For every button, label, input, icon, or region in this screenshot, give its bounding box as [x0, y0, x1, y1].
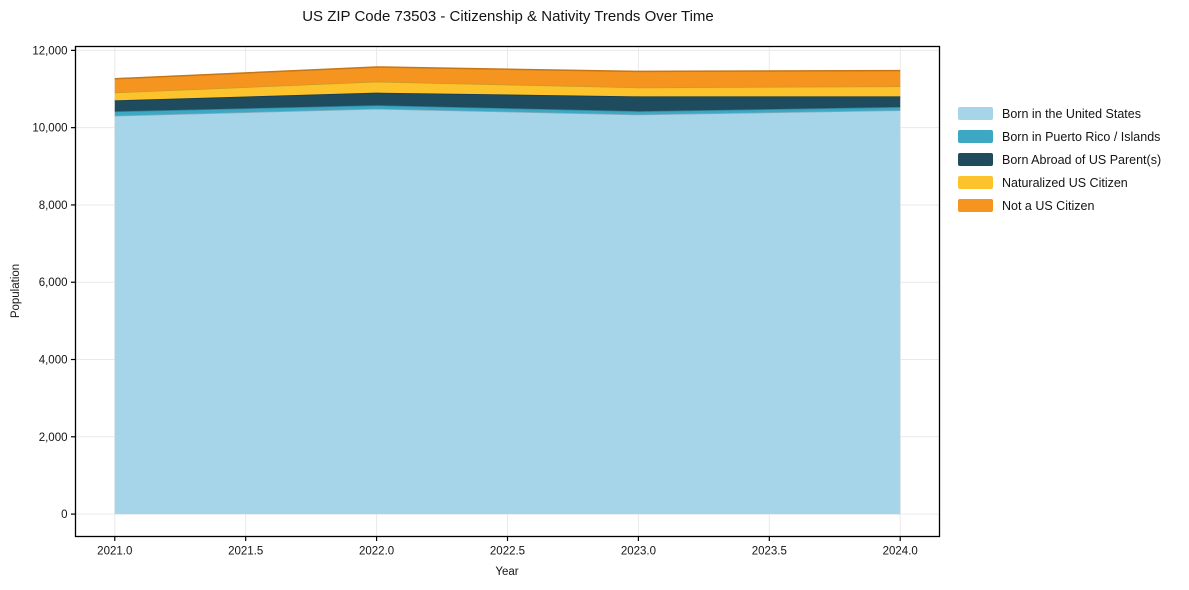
legend-item: Born in the United States — [958, 102, 1161, 125]
legend-label: Born Abroad of US Parent(s) — [1002, 152, 1162, 167]
y-tick-label: 12,000 — [32, 45, 67, 57]
x-tick-label: 2023.0 — [621, 546, 656, 558]
area-series — [114, 66, 901, 515]
x-tick-label: 2023.5 — [752, 546, 787, 558]
legend-label: Naturalized US Citizen — [1002, 175, 1128, 190]
x-tick-label: 2022.0 — [359, 546, 394, 558]
legend: Born in the United States Born in Puerto … — [958, 102, 1161, 217]
x-tick-label: 2021.5 — [228, 546, 263, 558]
axes: 0 2,000 4,000 6,000 8,000 10,000 12,000 2021.0 2… — [32, 45, 918, 557]
area-edge — [114, 80, 901, 94]
legend-label: Born in Puerto Rico / Islands — [1002, 129, 1161, 144]
x-tick-label: 2021.0 — [97, 546, 132, 558]
legend-item: Not a US Citizen — [958, 194, 1161, 217]
x-tick-label: 2024.0 — [883, 546, 918, 558]
legend-swatch — [958, 153, 993, 166]
y-tick-label: 8,000 — [39, 200, 68, 212]
chart-title: US ZIP Code 73503 - Citizenship & Nativi… — [302, 8, 714, 25]
area-naturalized-us-citizen — [114, 81, 901, 101]
y-tick-label: 0 — [61, 509, 67, 521]
y-tick-label: 4,000 — [39, 355, 68, 367]
legend-swatch — [958, 107, 993, 120]
legend-item: Born Abroad of US Parent(s) — [958, 148, 1161, 171]
x-axis-label: Year — [495, 566, 519, 578]
area-not-a-us-citizen — [114, 66, 901, 93]
legend-swatch — [958, 130, 993, 143]
legend-swatch — [958, 199, 993, 212]
y-tick-label: 2,000 — [39, 432, 68, 444]
area-born-in-the-united-states — [114, 108, 901, 515]
legend-item: Naturalized US Citizen — [958, 171, 1161, 194]
area-born-in-puerto-rico-islands — [114, 105, 901, 116]
y-tick-label: 10,000 — [32, 123, 67, 135]
legend-label: Born in the United States — [1002, 106, 1141, 121]
area-edge — [114, 66, 901, 80]
legend-item: Born in Puerto Rico / Islands — [958, 125, 1161, 148]
legend-swatch — [958, 176, 993, 189]
legend-label: Not a US Citizen — [1002, 198, 1095, 213]
y-axis-label: Population — [10, 263, 22, 319]
y-tick-label: 6,000 — [39, 277, 68, 289]
x-tick-label: 2022.5 — [490, 546, 525, 558]
area-born-abroad-of-us-parent-s- — [114, 92, 901, 112]
